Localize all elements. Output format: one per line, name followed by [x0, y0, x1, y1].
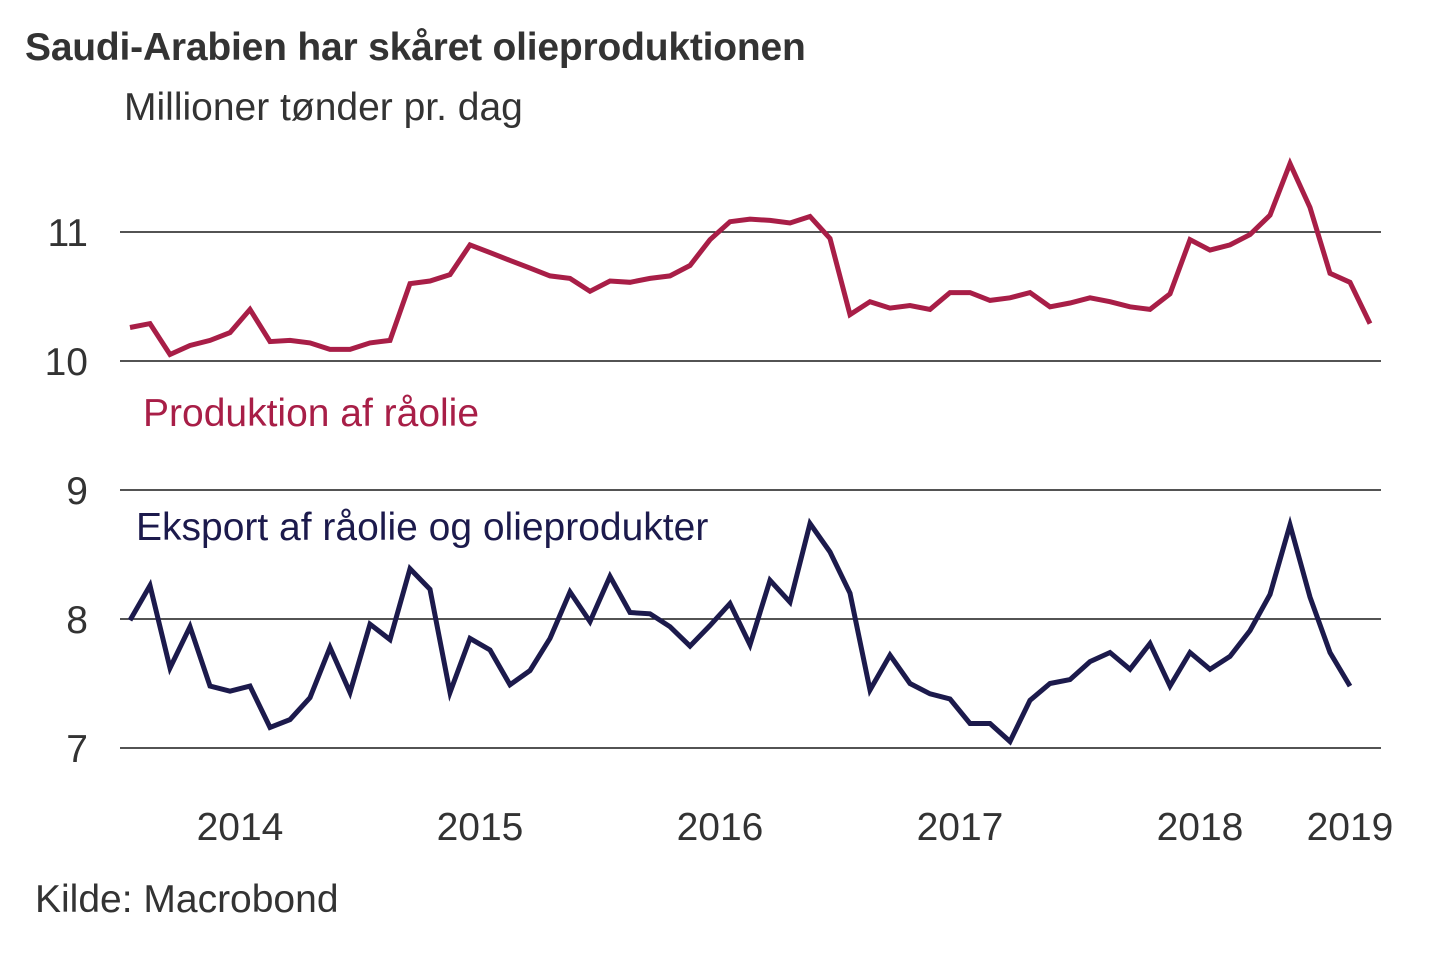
- chart-subtitle: Millioner tønder pr. dag: [124, 86, 523, 129]
- x-tick-label: 2017: [917, 806, 1004, 849]
- y-axis-tick-labels: 7 8 9 10 11: [45, 212, 88, 771]
- x-tick-label: 2014: [197, 806, 284, 849]
- y-tick-label: 10: [45, 341, 88, 384]
- production-series-label: Produktion af råolie: [143, 392, 479, 435]
- x-tick-label: 2016: [677, 806, 764, 849]
- gridlines: [120, 231, 1381, 749]
- y-tick-label: 11: [48, 212, 89, 255]
- y-tick-label: 9: [66, 470, 88, 513]
- x-tick-label: 2019: [1307, 806, 1394, 849]
- series-labels: Produktion af råolie Eksport af råolie og…: [136, 392, 708, 549]
- export-line: [127, 515, 1353, 746]
- export-series-label: Eksport af råolie og olieprodukter: [136, 506, 708, 549]
- chart-title: Saudi-Arabien har skåret olieproduktione…: [25, 26, 806, 69]
- y-tick-label: 8: [66, 599, 88, 642]
- series-lines: [127, 157, 1373, 746]
- x-axis-tick-labels: 2014 2015 2016 2017 2018 2019: [197, 806, 1394, 849]
- x-tick-label: 2018: [1157, 806, 1244, 849]
- x-tick-label: 2015: [437, 806, 524, 849]
- y-tick-label: 7: [66, 728, 88, 771]
- production-line: [129, 157, 1373, 358]
- source-note: Kilde: Macrobond: [35, 878, 339, 921]
